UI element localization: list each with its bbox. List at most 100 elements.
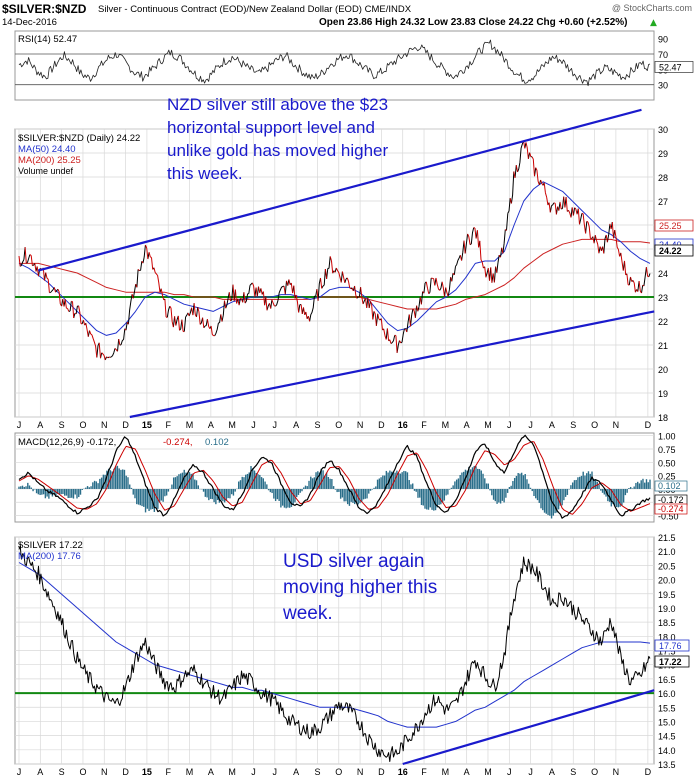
nzd-x-tick-label: A — [293, 420, 299, 430]
nzd-tick-label: 24 — [658, 269, 668, 279]
usd-price-label-box — [654, 639, 690, 652]
nzd-tick-label: 23 — [658, 293, 668, 303]
usd-x-tick-label: A — [208, 767, 214, 777]
usd-lower-trendline — [402, 689, 655, 766]
macd-legend-hist: 0.102 — [205, 437, 229, 448]
usd-x-tick-label: N — [101, 767, 108, 777]
usd-x-tick-label: J — [507, 767, 512, 777]
nzd-tick-label: 21 — [658, 341, 668, 351]
usd-x-tick-label: M — [228, 767, 236, 777]
macd-legend-signal: -0.274, — [163, 437, 193, 448]
nzd-x-tick-label: S — [570, 420, 576, 430]
usd-x-tick-label: D — [378, 767, 385, 777]
usd-x-tick-label: A — [549, 767, 555, 777]
usd-tick-label: 18.0 — [658, 632, 676, 642]
usd-x-tick-label: 16 — [398, 767, 408, 777]
rsi-tick-label: 70 — [658, 50, 668, 60]
chart-symbol: $SILVER:$NZD — [2, 2, 87, 16]
chart-description: Silver - Continuous Contract (EOD)/New Z… — [98, 4, 412, 15]
usd-tick-label: 20.0 — [658, 576, 676, 586]
usd-annotation-line: week. — [282, 603, 333, 624]
nzd-x-tick-label: S — [59, 420, 65, 430]
nzd-x-tick-label: M — [484, 420, 492, 430]
nzd-price-label: 24.22 — [659, 246, 682, 256]
usd-price-panel: 13.514.014.515.015.516.016.517.017.518.0… — [14, 533, 690, 777]
nzd-x-tick-label: A — [37, 420, 43, 430]
nzd-x-tick-label: J — [507, 420, 512, 430]
nzd-x-tick-label: J — [251, 420, 256, 430]
ma200-line — [19, 238, 651, 310]
usd-x-tick-label: J — [528, 767, 533, 777]
usd-tick-label: 14.5 — [658, 732, 676, 742]
usd-x-tick-label: N — [357, 767, 364, 777]
usd-tick-label: 13.5 — [658, 760, 676, 770]
nzd-x-tick-label: N — [613, 420, 620, 430]
nzd-annotation-line: NZD silver still above the $23 — [167, 95, 388, 114]
usd-x-tick-label: F — [421, 767, 427, 777]
usd-x-tick-label: D — [122, 767, 129, 777]
usd-x-tick-label: S — [59, 767, 65, 777]
nzd-x-tick-label: M — [228, 420, 236, 430]
rsi-tick-label: 30 — [658, 81, 668, 91]
nzd-tick-label: 28 — [658, 173, 668, 183]
usd-x-tick-label: J — [17, 767, 22, 777]
nzd-price-panel: 1819202122232425262728293025.2524.4024.2… — [14, 95, 694, 430]
nzd-x-tick-label: D — [645, 420, 652, 430]
nzd-price-label-box — [654, 244, 694, 257]
macd-tick-label: 0.75 — [658, 445, 676, 455]
nzd-legend-volume: Volume undef — [18, 166, 74, 176]
nzd-x-tick-label: 15 — [142, 420, 152, 430]
macd-value-label: -0.172 — [658, 495, 684, 505]
usd-tick-label: 19.0 — [658, 604, 676, 614]
nzd-x-tick-label: F — [421, 420, 427, 430]
nzd-tick-label: 19 — [658, 389, 668, 399]
nzd-x-tick-label: M — [186, 420, 194, 430]
nzd-x-tick-label: O — [79, 420, 86, 430]
nzd-x-tick-label: M — [442, 420, 450, 430]
macd-line — [18, 434, 651, 519]
rsi-tick-label: 90 — [658, 35, 668, 45]
usd-x-tick-label: O — [79, 767, 86, 777]
usd-x-tick-label: S — [314, 767, 320, 777]
usd-tick-label: 15.5 — [658, 703, 676, 713]
usd-x-tick-label: J — [251, 767, 256, 777]
nzd-price-down-line — [18, 140, 649, 361]
usd-x-tick-label: A — [37, 767, 43, 777]
watermark: @ StockCharts.com — [612, 3, 692, 13]
rsi-legend: RSI(14) 52.47 — [18, 34, 77, 45]
nzd-annotation-line: this week. — [167, 164, 243, 183]
nzd-x-tick-label: J — [17, 420, 22, 430]
nzd-price-line — [19, 140, 651, 361]
usd-x-tick-label: M — [442, 767, 450, 777]
nzd-x-tick-label: N — [101, 420, 108, 430]
rsi-last-box — [654, 61, 694, 73]
usd-x-tick-label: J — [273, 767, 278, 777]
usd-x-tick-label: M — [186, 767, 194, 777]
nzd-legend-ma200: MA(200) 25.25 — [18, 155, 81, 166]
usd-annotation-line: moving higher this — [283, 577, 437, 598]
chart-date: 14-Dec-2016 — [2, 17, 57, 28]
nzd-tick-label: 29 — [658, 149, 668, 159]
nzd-x-tick-label: J — [273, 420, 278, 430]
macd-value-label: -0.274 — [658, 504, 684, 514]
usd-price-line — [18, 545, 651, 762]
usd-tick-label: 16.0 — [658, 689, 676, 699]
nzd-tick-label: 22 — [658, 317, 668, 327]
usd-tick-label: 19.5 — [658, 590, 676, 600]
usd-x-tick-label: N — [613, 767, 620, 777]
usd-tick-label: 16.5 — [658, 675, 676, 685]
usd-tick-label: 20.5 — [658, 561, 676, 571]
usd-x-tick-label: O — [591, 767, 598, 777]
macd-value-box — [654, 480, 688, 492]
lower-trendline — [129, 310, 655, 419]
nzd-x-tick-label: N — [357, 420, 364, 430]
nzd-tick-label: 18 — [658, 413, 668, 423]
nzd-x-tick-label: J — [528, 420, 533, 430]
usd-price-label-box — [654, 655, 690, 668]
usd-tick-label: 17.5 — [658, 647, 676, 657]
nzd-legend-ma50: MA(50) 24.40 — [18, 144, 76, 155]
chg-arrow: ▲ — [650, 18, 657, 28]
nzd-annotation-line: horizontal support level and — [167, 118, 375, 137]
